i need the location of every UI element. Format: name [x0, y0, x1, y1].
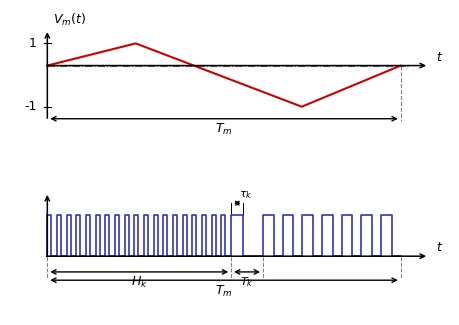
Text: $T_m$: $T_m$ — [215, 122, 233, 137]
Text: $T_k$: $T_k$ — [240, 275, 254, 289]
Text: $V_m(t)$: $V_m(t)$ — [53, 12, 86, 28]
Text: $\tau_k$: $\tau_k$ — [240, 189, 253, 201]
Text: -1: -1 — [24, 100, 37, 113]
Text: $T_m$: $T_m$ — [215, 283, 233, 299]
Text: 1: 1 — [29, 37, 37, 50]
Text: $H_k$: $H_k$ — [131, 275, 148, 290]
Text: $t$: $t$ — [436, 241, 443, 254]
Text: $t$: $t$ — [436, 51, 443, 64]
